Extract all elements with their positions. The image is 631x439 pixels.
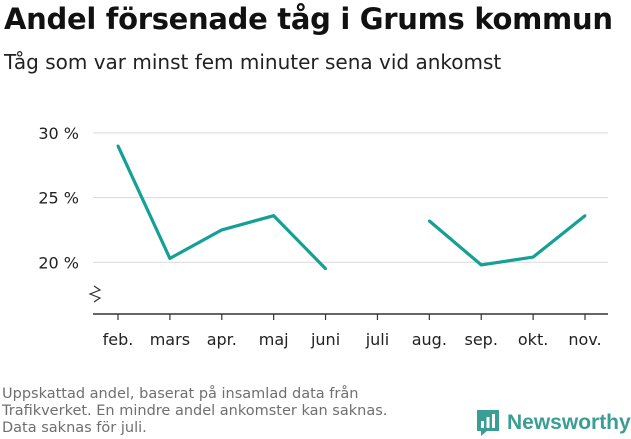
y-tick-label-30: 30 % <box>38 124 79 143</box>
series-line-0-segment-1 <box>428 214 586 267</box>
axis-break-symbol <box>88 285 102 303</box>
data-point-mars <box>168 256 172 260</box>
data-point-apr <box>220 228 224 232</box>
x-axis <box>88 285 608 320</box>
x-tick-label-9: nov. <box>568 330 601 349</box>
y-tick-label-20: 20 % <box>38 253 79 272</box>
x-tick-label-3: maj <box>259 330 289 349</box>
x-axis-labels: feb. mars apr. maj juni juli aug. sep. okt. nov. <box>103 330 602 349</box>
newsworthy-logo: Newsworthy <box>475 407 631 439</box>
x-tick-label-0: feb. <box>103 330 134 349</box>
footnote-line-2: Trafikverket. En mindre andel ankomster … <box>2 403 388 419</box>
footnote-line-3: Data saknas för juli. <box>2 420 147 436</box>
data-point-maj <box>272 214 276 218</box>
footnote-line-1: Uppskattad andel, baserat på insamlad da… <box>2 386 359 402</box>
x-tick-label-7: sep. <box>465 330 498 349</box>
data-series <box>116 144 587 271</box>
y-axis-labels: 20 % 25 % 30 % <box>38 124 79 272</box>
data-point-nov <box>583 214 587 218</box>
data-point-juni <box>324 267 327 271</box>
chart-subtitle: Tåg som var minst fem minuter sena vid a… <box>4 50 502 74</box>
newsworthy-chart-icon <box>477 410 499 436</box>
gridlines <box>93 132 608 263</box>
line-chart: 20 % 25 % 30 % feb. mars apr. maj juni juli aug.… <box>38 124 608 349</box>
footnote: Uppskattad andel, baserat på insamlad da… <box>2 386 442 437</box>
data-point-feb <box>116 144 120 148</box>
data-point-okt <box>531 255 535 259</box>
series-line-0-segment-0 <box>116 145 327 270</box>
x-tick-label-8: okt. <box>518 330 548 349</box>
brand-name: Newsworthy <box>507 411 631 434</box>
y-tick-label-25: 25 % <box>38 189 79 208</box>
x-tick-label-2: apr. <box>207 330 237 349</box>
data-point-sep <box>479 263 483 267</box>
chart-title: Andel försenade tåg i Grums kommun <box>4 2 613 36</box>
x-tick-label-6: aug. <box>412 330 447 349</box>
x-tick-label-1: mars <box>150 330 190 349</box>
x-tick-label-5: juli <box>365 330 389 349</box>
x-tick-label-4: juni <box>310 330 340 349</box>
data-point-aug <box>427 219 431 223</box>
